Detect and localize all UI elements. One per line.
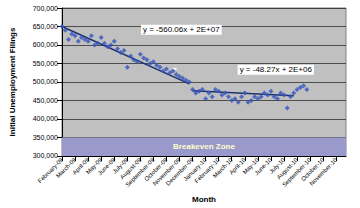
svg-text:September-10: September-10 (281, 156, 313, 188)
svg-text:June-09: June-09 (96, 156, 117, 177)
svg-text:600,000: 600,000 (33, 41, 58, 48)
svg-text:August-10: August-10 (275, 156, 300, 181)
svg-text:June-10: June-10 (253, 156, 273, 177)
svg-text:December-09: December-09 (164, 156, 195, 187)
svg-text:November-09: November-09 (151, 156, 182, 187)
svg-text:Month: Month (192, 195, 216, 204)
svg-text:October-09: October-09 (143, 156, 169, 183)
svg-text:y = -48.27x + 2E+06: y = -48.27x + 2E+06 (240, 65, 313, 74)
svg-text:400,000: 400,000 (33, 115, 58, 122)
svg-text:September-09: September-09 (124, 156, 156, 188)
svg-text:550,000: 550,000 (33, 60, 58, 67)
svg-text:March-10: March-10 (211, 156, 234, 179)
svg-text:July-10: July-10 (268, 156, 287, 175)
svg-text:October-10: October-10 (299, 156, 326, 183)
svg-text:February-10: February-10 (193, 156, 221, 185)
svg-text:700,000: 700,000 (33, 5, 58, 12)
svg-text:500,000: 500,000 (33, 78, 58, 85)
svg-text:May-09: May-09 (84, 156, 104, 176)
svg-text:450,000: 450,000 (33, 97, 58, 104)
svg-text:April-10: April-10 (228, 156, 247, 176)
svg-text:January-10: January-10 (182, 156, 208, 183)
svg-text:February-09: February-09 (36, 156, 65, 185)
svg-text:Initial Unemployment Filings: Initial Unemployment Filings (8, 27, 17, 136)
svg-text:350,000: 350,000 (33, 134, 58, 141)
svg-text:May-10: May-10 (241, 156, 260, 176)
svg-text:300,000: 300,000 (33, 152, 58, 159)
svg-text:March-09: March-09 (55, 156, 78, 179)
svg-text:July-09: July-09 (111, 156, 130, 175)
svg-text:November-10: November-10 (308, 156, 338, 186)
svg-text:August-09: August-09 (118, 156, 143, 181)
svg-text:April-09: April-09 (71, 156, 91, 176)
svg-text:y = -560.06x + 2E+07: y = -560.06x + 2E+07 (143, 25, 220, 34)
svg-text:650,000: 650,000 (33, 23, 58, 30)
svg-text:Breakeven Zone: Breakeven Zone (173, 142, 235, 151)
